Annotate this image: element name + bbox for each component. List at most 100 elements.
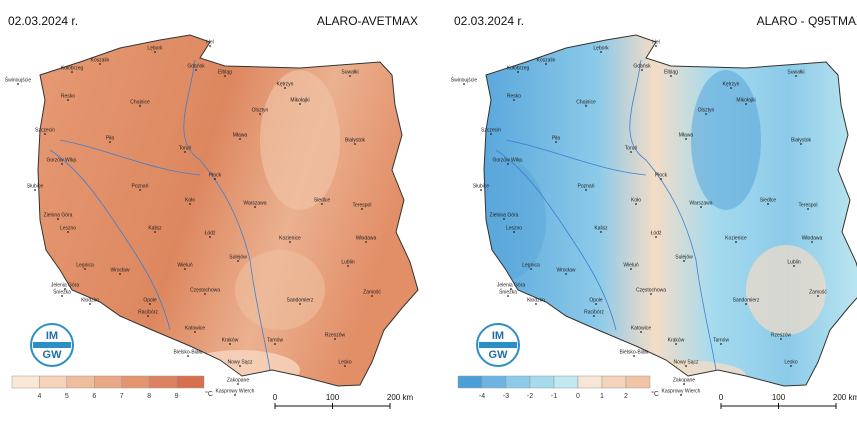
city-label: Słubice — [27, 183, 44, 189]
city-label: Zamość — [809, 289, 827, 295]
city-dot — [790, 365, 792, 367]
city-label: Lublin — [341, 259, 355, 265]
city-label: Jelenia Góra — [51, 282, 80, 288]
logo-band — [479, 342, 517, 348]
city-label: Katowice — [631, 325, 652, 331]
city-label: Koszalin — [91, 57, 110, 63]
legend-swatch — [481, 375, 507, 389]
city-dot — [254, 206, 256, 208]
city-label: Włodawa — [356, 235, 377, 241]
city-dot — [34, 189, 36, 191]
city-dot — [154, 51, 156, 53]
city-label: Mława — [233, 132, 248, 138]
city-label: Wrocław — [110, 267, 129, 273]
legend-tick: 4 — [37, 393, 41, 400]
city-label: Mikołajki — [290, 97, 309, 103]
city-label: Sulejów — [229, 254, 247, 260]
city-dot — [239, 138, 241, 140]
city-label: Olsztyn — [698, 107, 715, 113]
city-dot — [184, 151, 186, 153]
city-dot — [800, 143, 802, 145]
city-dot — [109, 141, 111, 143]
city-dot — [630, 268, 632, 270]
city-label: Warszawa — [243, 200, 266, 206]
city-label: Siedlce — [314, 197, 331, 203]
city-dot — [513, 99, 515, 101]
city-dot — [214, 178, 216, 180]
city-dot — [344, 365, 346, 367]
city-label: Legnica — [76, 262, 94, 268]
city-dot — [660, 178, 662, 180]
city-dot — [670, 75, 672, 77]
city-label: Sandomierz — [733, 297, 760, 303]
city-label: Płock — [655, 172, 668, 178]
city-label: Lębork — [147, 45, 163, 51]
city-dot — [334, 338, 336, 340]
date: 02.03.2024 r. — [454, 14, 524, 28]
city-label: Mikołajki — [736, 97, 755, 103]
city-label: Toruń — [625, 145, 638, 151]
city-dot — [811, 241, 813, 243]
city-dot — [119, 273, 121, 275]
city-dot — [680, 394, 682, 396]
legend-tick: 8 — [147, 393, 151, 400]
city-label: Tarnów — [267, 337, 284, 343]
city-label: Katowice — [185, 325, 206, 331]
city-dot — [154, 231, 156, 233]
city-dot — [57, 218, 59, 220]
legend-swatch — [601, 375, 627, 389]
city-label: Wieluń — [623, 262, 639, 268]
city-label: Elbląg — [664, 69, 678, 75]
city-dot — [189, 203, 191, 205]
city-dot — [239, 365, 241, 367]
city-label: Chojnice — [130, 99, 150, 105]
city-label: Rzeszów — [325, 332, 346, 338]
city-label: Siedlce — [760, 197, 777, 203]
city-dot — [745, 303, 747, 305]
city-label: Lesko — [338, 359, 352, 365]
city-label: Jelenia Góra — [497, 282, 526, 288]
city-label: Kętrzyn — [277, 81, 294, 87]
city-dot — [793, 265, 795, 267]
city-dot — [284, 87, 286, 89]
city-dot — [61, 163, 63, 165]
city-label: Legnica — [522, 262, 540, 268]
city-dot — [630, 151, 632, 153]
rivers — [49, 59, 271, 371]
city-dot — [184, 268, 186, 270]
city-dot — [187, 355, 189, 357]
city-label: Leszno — [60, 225, 76, 231]
legend-tick: -1 — [551, 393, 557, 400]
city-dot — [507, 295, 509, 297]
city-label: Kołobrzeg — [61, 65, 84, 71]
city-label: Poznań — [578, 183, 595, 189]
city-label: Opole — [143, 297, 157, 303]
legend-swatch — [94, 375, 122, 389]
city-label: Świnoujście — [5, 75, 32, 83]
city-dot — [347, 265, 349, 267]
city-dot — [545, 63, 547, 65]
legend-tick: 9 — [175, 393, 179, 400]
city-dot — [365, 241, 367, 243]
city-label: Kętrzyn — [723, 81, 740, 87]
city-label: Kasprowy Wierch — [662, 388, 701, 394]
scale-label: 0 — [273, 393, 278, 402]
city-label: Białystok — [791, 137, 812, 143]
legend-tick: 0 — [576, 393, 580, 400]
city-dot — [817, 295, 819, 297]
city-dot — [807, 208, 809, 210]
legend-unit: °C — [205, 390, 213, 398]
city-label: Kłodzko — [527, 297, 545, 303]
city-dot — [600, 51, 602, 53]
city-dot — [490, 133, 492, 135]
city-label: Bielsko-Biała — [174, 349, 203, 355]
city-dot — [510, 288, 512, 290]
city-label: Gdańsk — [187, 63, 205, 69]
city-dot — [463, 83, 465, 85]
legend-swatch — [176, 375, 205, 389]
city-label: Płock — [209, 172, 222, 178]
city-dot — [17, 83, 19, 85]
scale-label: 200 km — [833, 393, 857, 402]
city-label: Warszawa — [689, 200, 712, 206]
city-dot — [139, 189, 141, 191]
